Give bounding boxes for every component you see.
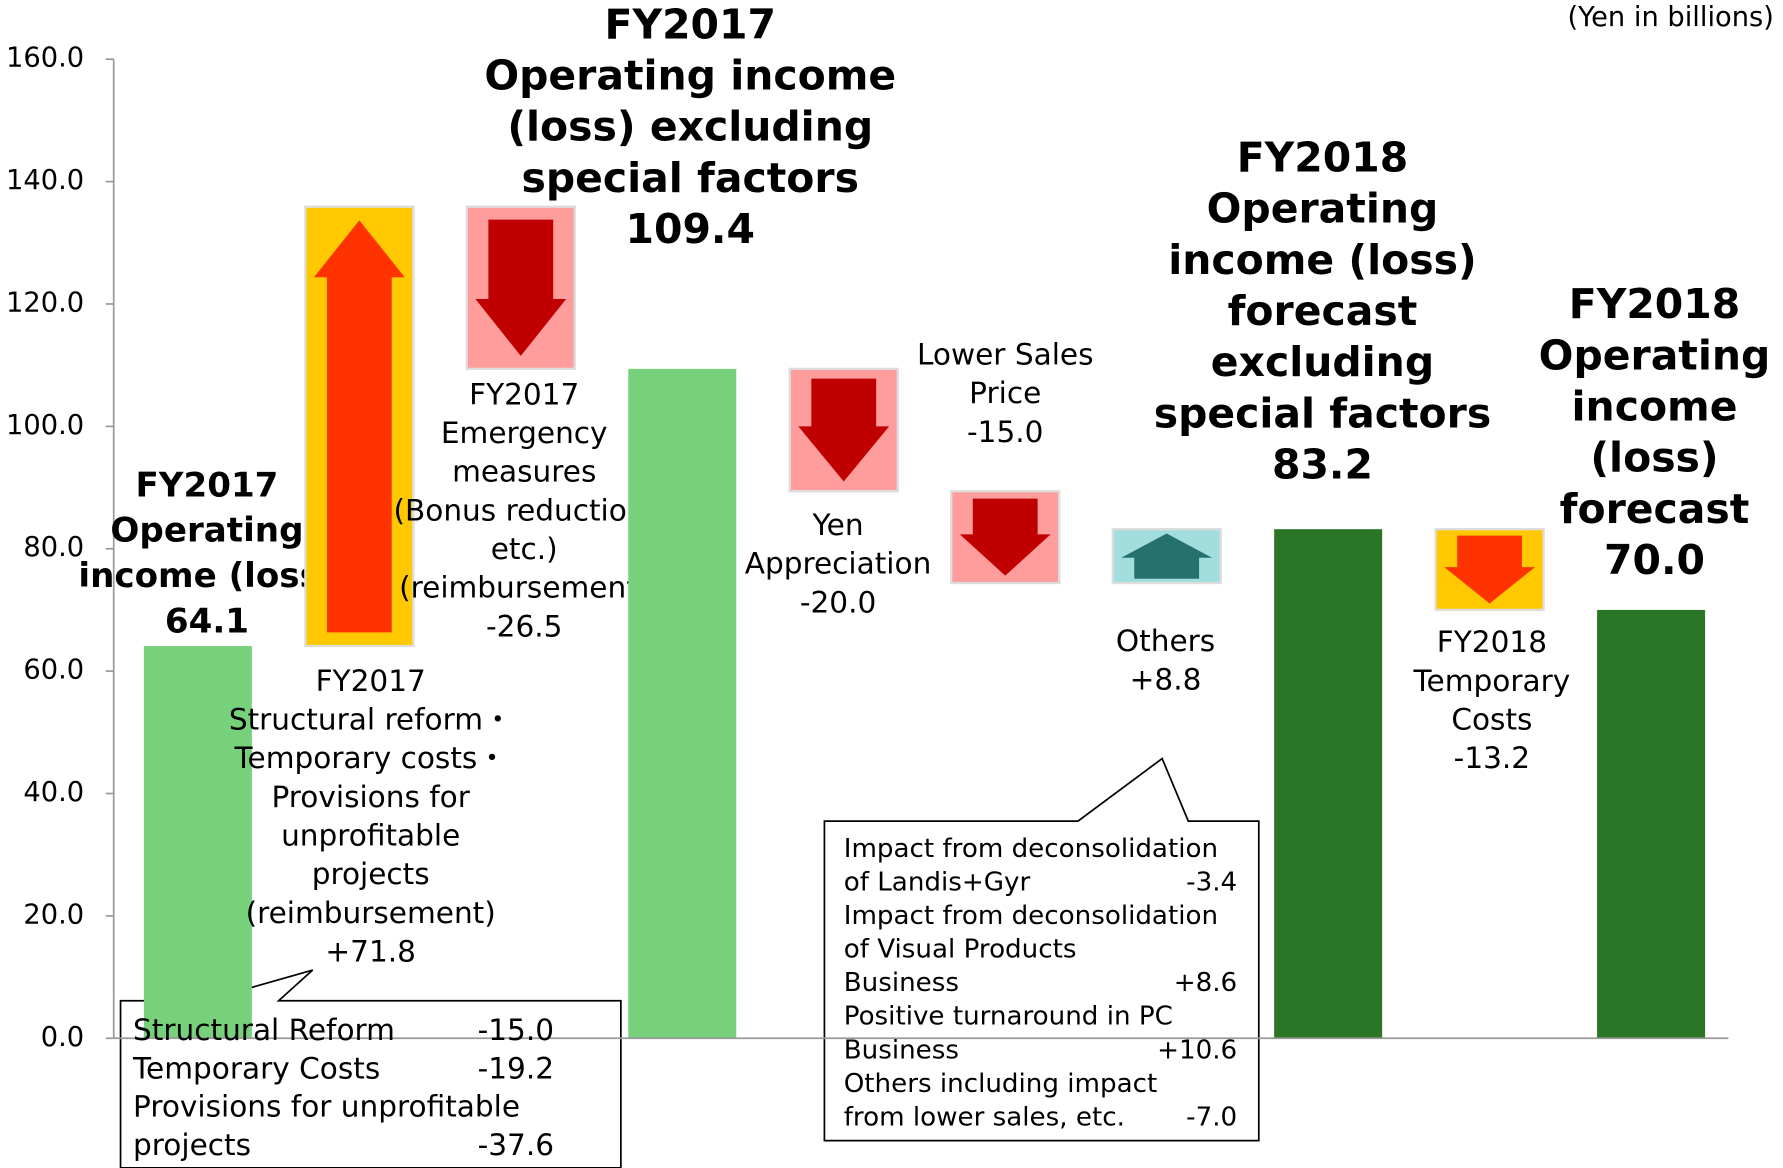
category-label: projects — [312, 857, 430, 891]
category-label: FY2017 — [469, 377, 579, 411]
callout-text: Temporary Costs — [132, 1051, 380, 1085]
callout-text: of Visual Products — [844, 935, 1077, 965]
y-tick-label: 80.0 — [23, 532, 84, 563]
category-label: Yen — [812, 508, 864, 542]
category-label: Price — [969, 376, 1041, 410]
category-label: forecast — [1228, 287, 1418, 335]
category-label: Structural reform・ — [229, 703, 513, 737]
category-label: measures — [452, 455, 596, 489]
category-label: (reimbursement) — [246, 896, 496, 930]
category-label: Provisions for — [272, 780, 471, 814]
callout-box — [823, 757, 1260, 1142]
callout-value: -19.2 — [478, 1051, 554, 1085]
category-label: FY2017 — [316, 664, 426, 698]
y-tick-label: 140.0 — [6, 165, 84, 196]
value-label: 70.0 — [1604, 536, 1705, 584]
category-label: Temporary — [1413, 664, 1571, 698]
value-label: -20.0 — [800, 585, 876, 619]
unit-note: (Yen in billions) — [1567, 2, 1773, 33]
callout-value: -7.0 — [1186, 1102, 1237, 1132]
callout-text: from lower sales, etc. — [844, 1102, 1125, 1132]
callout-value: -37.6 — [478, 1128, 554, 1162]
callout-text: Positive turnaround in PC — [844, 1002, 1173, 1032]
category-label: Temporary costs・ — [234, 741, 507, 775]
category-label: FY2017 — [135, 465, 278, 505]
bar — [1597, 609, 1706, 1039]
category-label: special factors — [521, 154, 858, 202]
value-label: -26.5 — [486, 609, 562, 643]
y-tick-label: 60.0 — [23, 655, 84, 686]
category-label: (Bonus reduction, — [393, 493, 655, 527]
category-label: Lower Sales — [917, 338, 1094, 372]
callout-text: Others including impact — [844, 1069, 1157, 1099]
category-label: forecast — [1560, 485, 1750, 533]
category-label: Others — [1116, 624, 1215, 658]
bar — [143, 646, 252, 1039]
value-label: 109.4 — [626, 205, 755, 253]
category-label: (loss) — [1590, 434, 1718, 482]
category-label: (loss) excluding — [507, 103, 873, 151]
arrow — [475, 219, 567, 356]
y-tick-label: 100.0 — [6, 410, 84, 441]
callout-text: Impact from deconsolidation — [844, 834, 1218, 864]
value-label: 83.2 — [1272, 440, 1373, 488]
category-label: Operating — [110, 511, 303, 551]
y-tick-label: 120.0 — [6, 287, 84, 318]
category-label: FY2018 — [1237, 133, 1408, 181]
category-label: Costs — [1451, 703, 1532, 737]
callout-text: Business — [844, 1035, 959, 1065]
category-label: Operating — [1539, 331, 1771, 379]
arrow — [313, 220, 405, 633]
arrow — [798, 378, 890, 482]
callout-text: Business — [844, 968, 959, 998]
category-label: unprofitable — [281, 819, 460, 853]
category-label: Operating income — [484, 52, 896, 100]
category-label: Operating — [1207, 185, 1439, 233]
arrow — [1121, 533, 1213, 579]
category-label: etc.) — [491, 532, 558, 566]
category-label: (reimbursement) — [399, 571, 649, 605]
value-label: +8.8 — [1130, 663, 1202, 697]
callout-text: projects — [133, 1128, 251, 1162]
value-label: -13.2 — [1454, 741, 1530, 775]
bar — [628, 368, 737, 1039]
y-tick-label: 40.0 — [23, 777, 84, 808]
category-label: Emergency — [441, 416, 608, 450]
callout-value: -15.0 — [478, 1013, 554, 1047]
callout-value: -3.4 — [1186, 868, 1237, 898]
category-label: FY2018 — [1437, 625, 1547, 659]
category-label: Appreciation — [745, 547, 932, 581]
arrow — [959, 498, 1051, 576]
arrow — [1444, 535, 1535, 604]
category-label: FY2017 — [604, 0, 775, 48]
value-label: -15.0 — [967, 415, 1043, 449]
category-label: excluding — [1211, 338, 1434, 386]
value-label: 64.1 — [165, 602, 249, 642]
y-tick-label: 0.0 — [41, 1022, 84, 1053]
callout-value: +10.6 — [1157, 1035, 1237, 1065]
y-tick-label: 160.0 — [6, 43, 84, 74]
callout-text: Structural Reform — [133, 1013, 395, 1047]
callout-text: Impact from deconsolidation — [844, 901, 1218, 931]
callout-text: Provisions for unprofitable — [133, 1090, 520, 1124]
value-label: +71.8 — [325, 934, 416, 968]
y-tick-label: 20.0 — [23, 899, 84, 930]
callout-value: +8.6 — [1174, 968, 1237, 998]
category-label: special factors — [1154, 389, 1491, 437]
callout-text: of Landis+Gyr — [844, 868, 1031, 898]
category-label: FY2018 — [1569, 280, 1740, 328]
category-label: income (loss) — [1168, 236, 1476, 284]
category-label: income (loss) — [78, 556, 335, 596]
category-label: income — [1572, 382, 1738, 430]
bar — [1274, 529, 1383, 1039]
